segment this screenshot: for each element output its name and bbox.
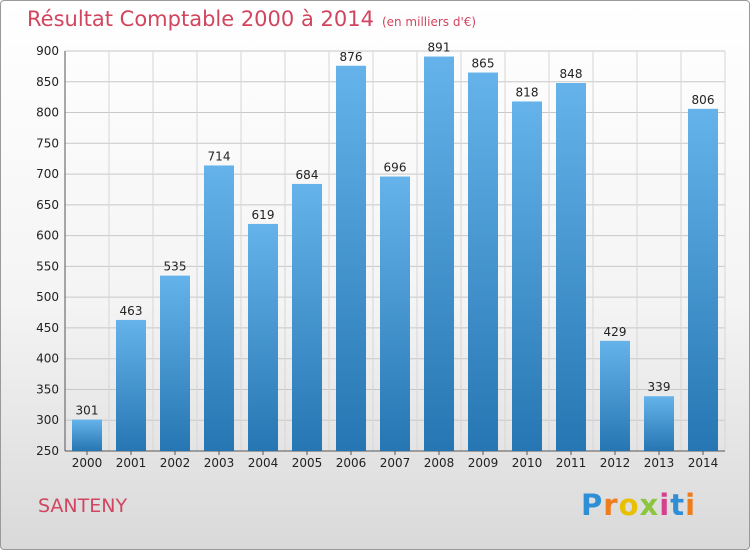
data-labels: 301 463 535 714 619 684 876 696 891 865 818 848 429 3… [76,41,715,418]
data-label-2003: 714 [208,149,231,163]
data-label-2008: 891 [428,41,451,55]
y-tick-label: 350 [36,382,59,396]
chart-title: Résultat Comptable 2000 à 2014 (en millie… [27,7,476,31]
y-tick-label: 800 [36,106,59,120]
data-label-2006: 876 [340,50,363,64]
bar-2006 [336,65,366,452]
data-label-2009: 865 [472,57,495,71]
x-tick-label-2002: 2002 [160,456,191,470]
y-tick-label: 600 [36,229,59,243]
data-label-2004: 619 [252,208,275,222]
x-tick-label-2010: 2010 [512,456,543,470]
y-tick-label: 750 [36,136,59,150]
data-label-2002: 535 [164,260,187,274]
data-label-2005: 684 [296,168,319,182]
x-tick-label-2006: 2006 [336,456,367,470]
y-tick-label: 300 [36,413,59,427]
data-label-2000: 301 [76,404,99,418]
y-tick-label: 400 [36,352,59,366]
data-label-2014: 806 [692,93,715,107]
bar-2004 [248,223,278,451]
bar-2009 [468,72,498,452]
bar-2002 [160,275,190,451]
bar-2005 [292,183,322,451]
x-tick-label-2013: 2013 [644,456,675,470]
y-tick-label: 450 [36,321,59,335]
proxiti-logo: Proxiti [581,488,697,522]
y-tick-label: 900 [36,44,59,58]
y-tick-label: 700 [36,167,59,181]
bar-2000 [72,419,102,451]
bar-2010 [512,101,542,451]
x-tick-label-2005: 2005 [292,456,323,470]
town-name: SANTENY [38,495,128,517]
x-tick-label-2003: 2003 [204,456,235,470]
x-tick-label-2000: 2000 [72,456,103,470]
y-tick-label: 250 [36,444,59,458]
data-label-2011: 848 [560,67,583,81]
bar-2003 [204,165,234,451]
x-tick-label-2007: 2007 [380,456,411,470]
y-tick-label: 550 [36,259,59,273]
chart-title-text: Résultat Comptable 2000 à 2014 [27,7,374,31]
y-tick-label: 650 [36,198,59,212]
chart-subtitle: (en milliers d'€) [381,15,477,29]
bar-2007 [380,176,410,452]
x-tick-label-2001: 2001 [116,456,147,470]
x-tick-label-2014: 2014 [688,456,719,470]
data-label-2012: 429 [604,325,627,339]
data-label-2007: 696 [384,161,407,175]
data-label-2001: 463 [120,304,143,318]
bar-2012 [600,340,630,451]
bar-2011 [556,83,586,451]
data-label-2013: 339 [648,380,671,394]
x-tick-label-2008: 2008 [424,456,455,470]
x-tick-label-2009: 2009 [468,456,499,470]
y-tick-label: 850 [36,75,59,89]
y-tick-label: 500 [36,290,59,304]
data-label-2010: 818 [516,85,539,99]
x-tick-label-2004: 2004 [248,456,279,470]
bar-2008 [424,56,454,452]
x-tick-label-2012: 2012 [600,456,631,470]
bar-2001 [116,319,146,451]
bar-2013 [644,396,674,451]
bar-2014 [688,108,718,451]
bars [72,56,718,452]
x-tick-label-2011: 2011 [556,456,587,470]
axes: 250 300 350 400 450 500 550 600 650 700 750 800 850 9… [36,44,725,470]
